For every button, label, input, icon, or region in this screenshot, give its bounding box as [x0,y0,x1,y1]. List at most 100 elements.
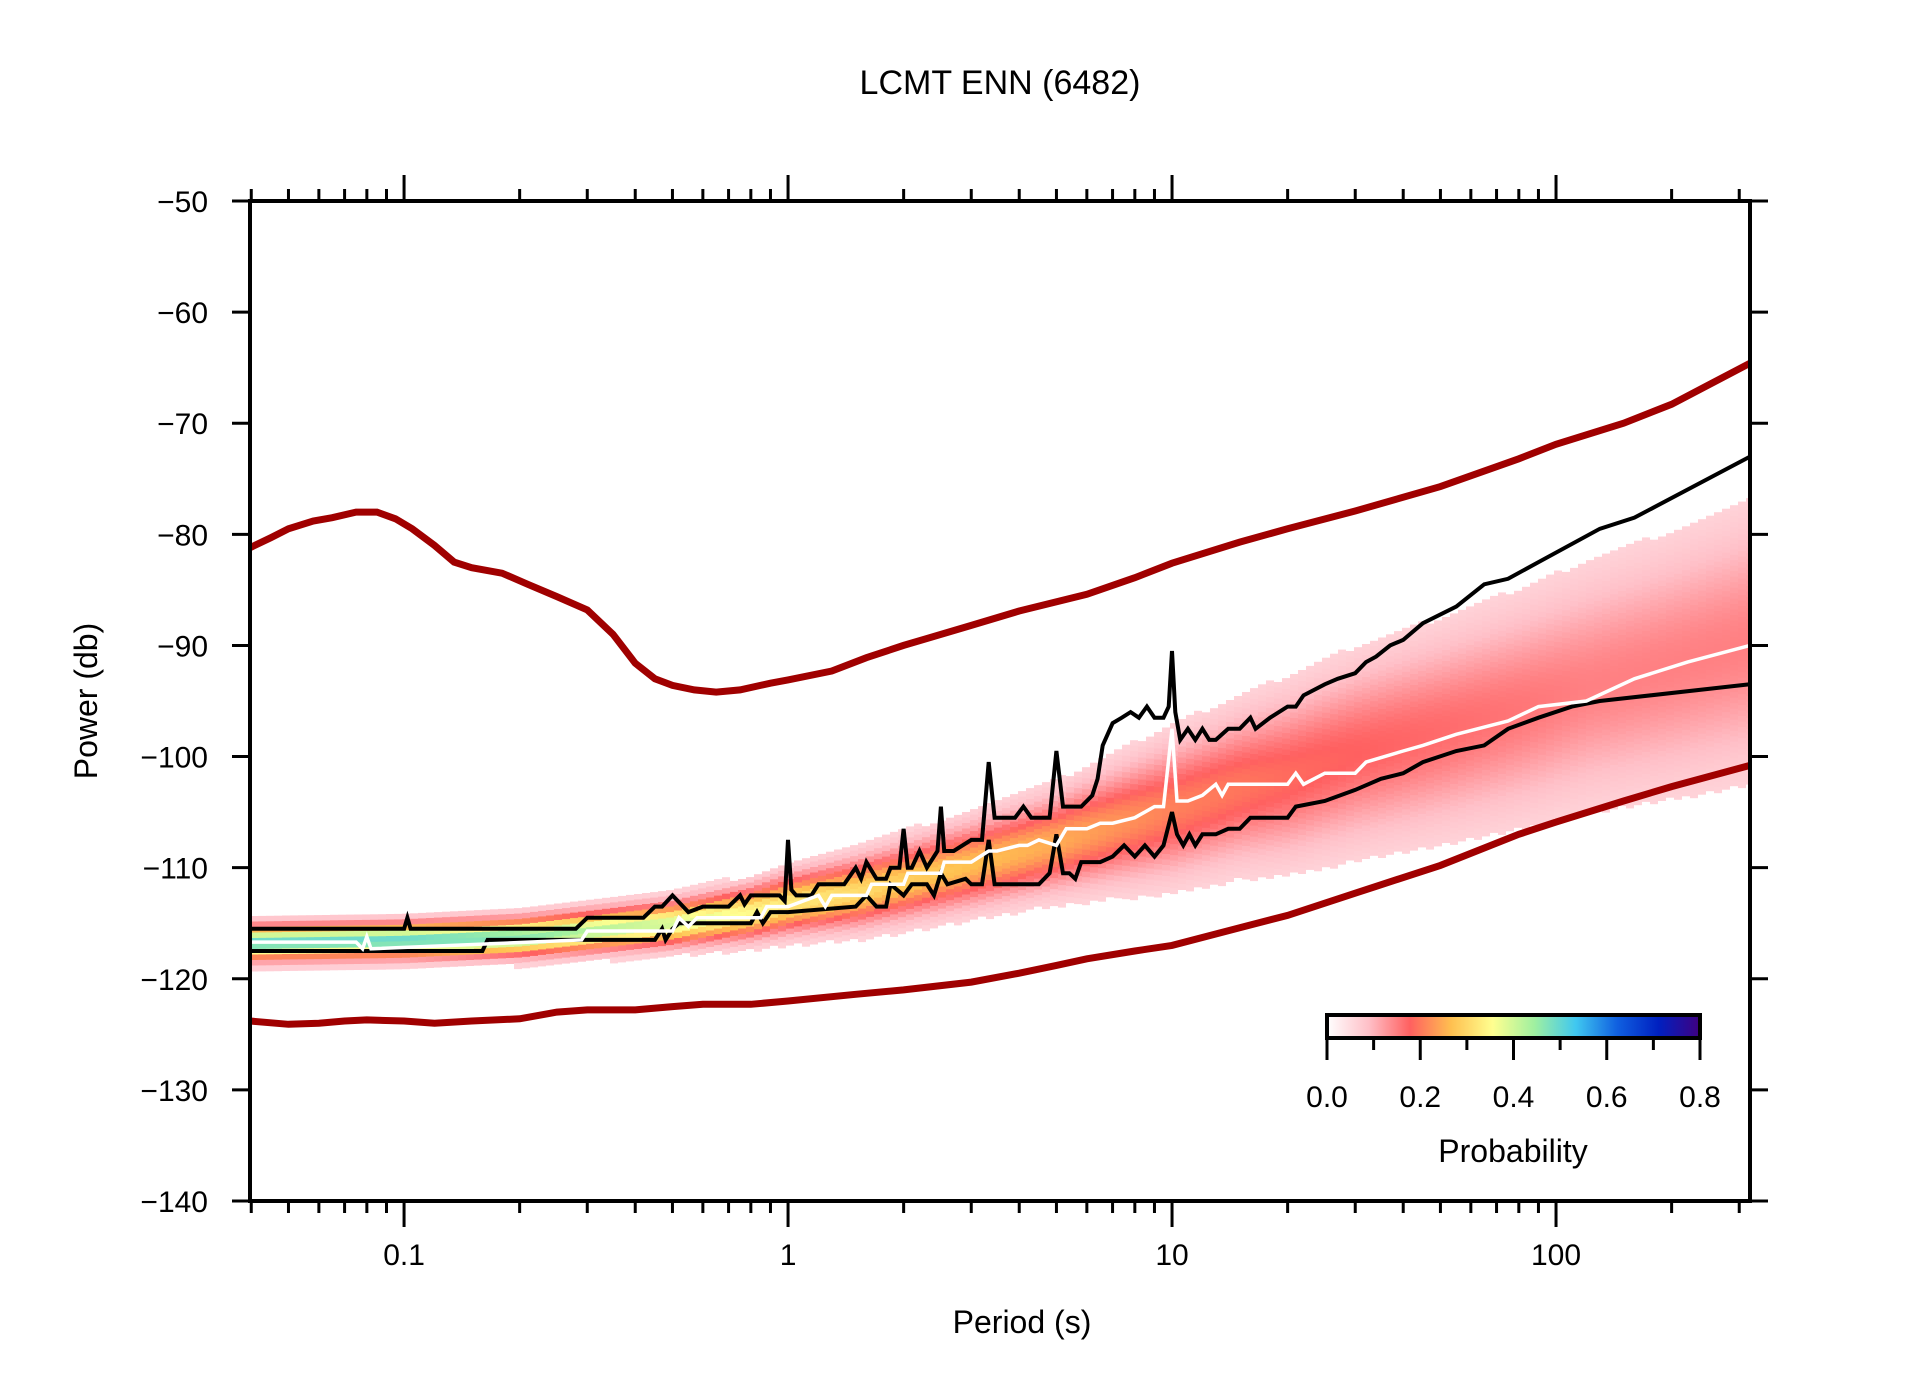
pdf-cell [1642,553,1650,560]
pdf-cell [1266,850,1274,857]
pdf-cell [1586,763,1594,770]
pdf-cell [834,866,842,872]
pdf-cell [770,890,778,897]
pdf-cell [1394,686,1402,693]
pdf-cell [1098,868,1106,875]
pdf-cell [1178,878,1186,885]
pdf-cell [954,875,962,882]
pdf-cell [1594,716,1602,723]
pdf-cell [1386,810,1394,817]
pdf-cell [810,927,818,934]
pdf-cell [1482,797,1490,804]
pdf-cell [1666,731,1674,738]
pdf-cell [898,906,906,913]
pdf-cell [1042,859,1050,866]
pdf-cell [906,848,914,855]
pdf-cell [1474,613,1482,620]
pdf-cell [1418,775,1426,782]
pdf-cell [490,909,498,916]
series-new-high-noise-model [250,360,1750,696]
pdf-cell [818,903,826,910]
pdf-cell [410,929,418,936]
pdf-cell [1642,614,1650,621]
pdf-cell [1346,799,1354,806]
pdf-cell [282,943,290,949]
pdf-cell [1602,718,1610,725]
pdf-cell [1130,806,1138,813]
pdf-cell [362,952,370,959]
pdf-cell [722,893,730,900]
pdf-cell [682,941,690,948]
pdf-cell [1594,782,1602,789]
pdf-cell [1154,814,1162,821]
pdf-cell [1650,539,1658,546]
pdf-cell [1122,871,1130,878]
pdf-cell [1290,690,1298,697]
pdf-cell [1434,724,1442,731]
pdf-cell [1178,746,1186,753]
pdf-cell [1450,690,1458,697]
pdf-cell [1602,702,1610,709]
pdf-cell [1538,710,1546,717]
pdf-cell [1426,673,1434,680]
pdf-cell [1690,588,1698,595]
pdf-cell [514,919,522,926]
pdf-cell [1442,754,1450,761]
pdf-cell [1330,818,1338,825]
pdf-cell [1306,715,1314,722]
pdf-cell [1738,567,1746,574]
pdf-cell [522,945,530,952]
pdf-cell [1426,700,1434,707]
pdf-cell [1050,801,1058,808]
pdf-cell [762,871,770,878]
pdf-cell [1242,785,1250,792]
pdf-cell [1114,798,1122,805]
pdf-cell [810,861,818,868]
pdf-cell [1042,897,1050,904]
pdf-cell [1674,705,1682,712]
pdf-cell [1554,796,1562,802]
pdf-cell [1146,742,1154,749]
pdf-cell [1418,753,1426,760]
pdf-cell [1266,861,1274,868]
pdf-cell [690,884,698,891]
pdf-cell [1346,684,1354,690]
pdf-cell [1370,816,1378,823]
pdf-cell [1106,792,1114,799]
pdf-cell [1026,843,1034,850]
pdf-cell [970,897,978,904]
pdf-cell [1466,644,1474,651]
pdf-cell [1666,648,1674,655]
pdf-cell [1738,655,1746,662]
pdf-cell [1138,807,1146,814]
pdf-cell [874,848,882,855]
pdf-cell [794,915,802,922]
pdf-cell [1242,840,1250,847]
pdf-cell [1354,696,1362,703]
pdf-cell [1546,695,1554,702]
pdf-cell [1250,825,1258,832]
pdf-cell [1626,708,1634,715]
pdf-cell [1186,802,1194,809]
pdf-cell [1242,769,1250,775]
pdf-cell [1410,817,1418,824]
pdf-cell [1618,624,1626,631]
pdf-cell [1618,712,1626,719]
pdf-cell [770,901,778,908]
pdf-cell [282,932,290,938]
pdf-cell [426,956,434,963]
pdf-cell [1642,795,1650,802]
pdf-cell [1394,823,1402,830]
pdf-cell [1610,742,1618,749]
pdf-cell [1274,704,1282,710]
pdf-cell [874,870,882,877]
pdf-cell [914,922,922,929]
pdf-cell [1330,736,1338,743]
pdf-cell [482,931,490,938]
pdf-cell [1514,678,1522,685]
pdf-cell [1306,753,1314,760]
pdf-cell [930,828,938,835]
pdf-cell [1490,661,1498,668]
pdf-cell [794,931,802,938]
